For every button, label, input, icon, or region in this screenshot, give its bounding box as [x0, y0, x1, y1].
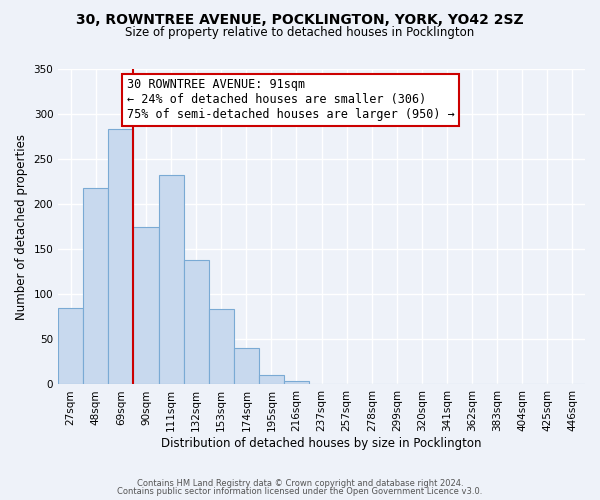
Text: Contains HM Land Registry data © Crown copyright and database right 2024.: Contains HM Land Registry data © Crown c… — [137, 478, 463, 488]
Text: Contains public sector information licensed under the Open Government Licence v3: Contains public sector information licen… — [118, 487, 482, 496]
Bar — [58, 308, 83, 384]
Y-axis label: Number of detached properties: Number of detached properties — [15, 134, 28, 320]
Text: 30, ROWNTREE AVENUE, POCKLINGTON, YORK, YO42 2SZ: 30, ROWNTREE AVENUE, POCKLINGTON, YORK, … — [76, 12, 524, 26]
Bar — [158, 176, 184, 384]
Bar — [234, 348, 259, 384]
Bar — [284, 381, 309, 384]
Bar — [109, 130, 133, 384]
Bar — [83, 188, 109, 384]
Bar — [259, 374, 284, 384]
Bar — [133, 226, 158, 384]
X-axis label: Distribution of detached houses by size in Pocklington: Distribution of detached houses by size … — [161, 437, 482, 450]
Text: Size of property relative to detached houses in Pocklington: Size of property relative to detached ho… — [125, 26, 475, 39]
Bar — [184, 260, 209, 384]
Text: 30 ROWNTREE AVENUE: 91sqm
← 24% of detached houses are smaller (306)
75% of semi: 30 ROWNTREE AVENUE: 91sqm ← 24% of detac… — [127, 78, 454, 122]
Bar — [209, 308, 234, 384]
